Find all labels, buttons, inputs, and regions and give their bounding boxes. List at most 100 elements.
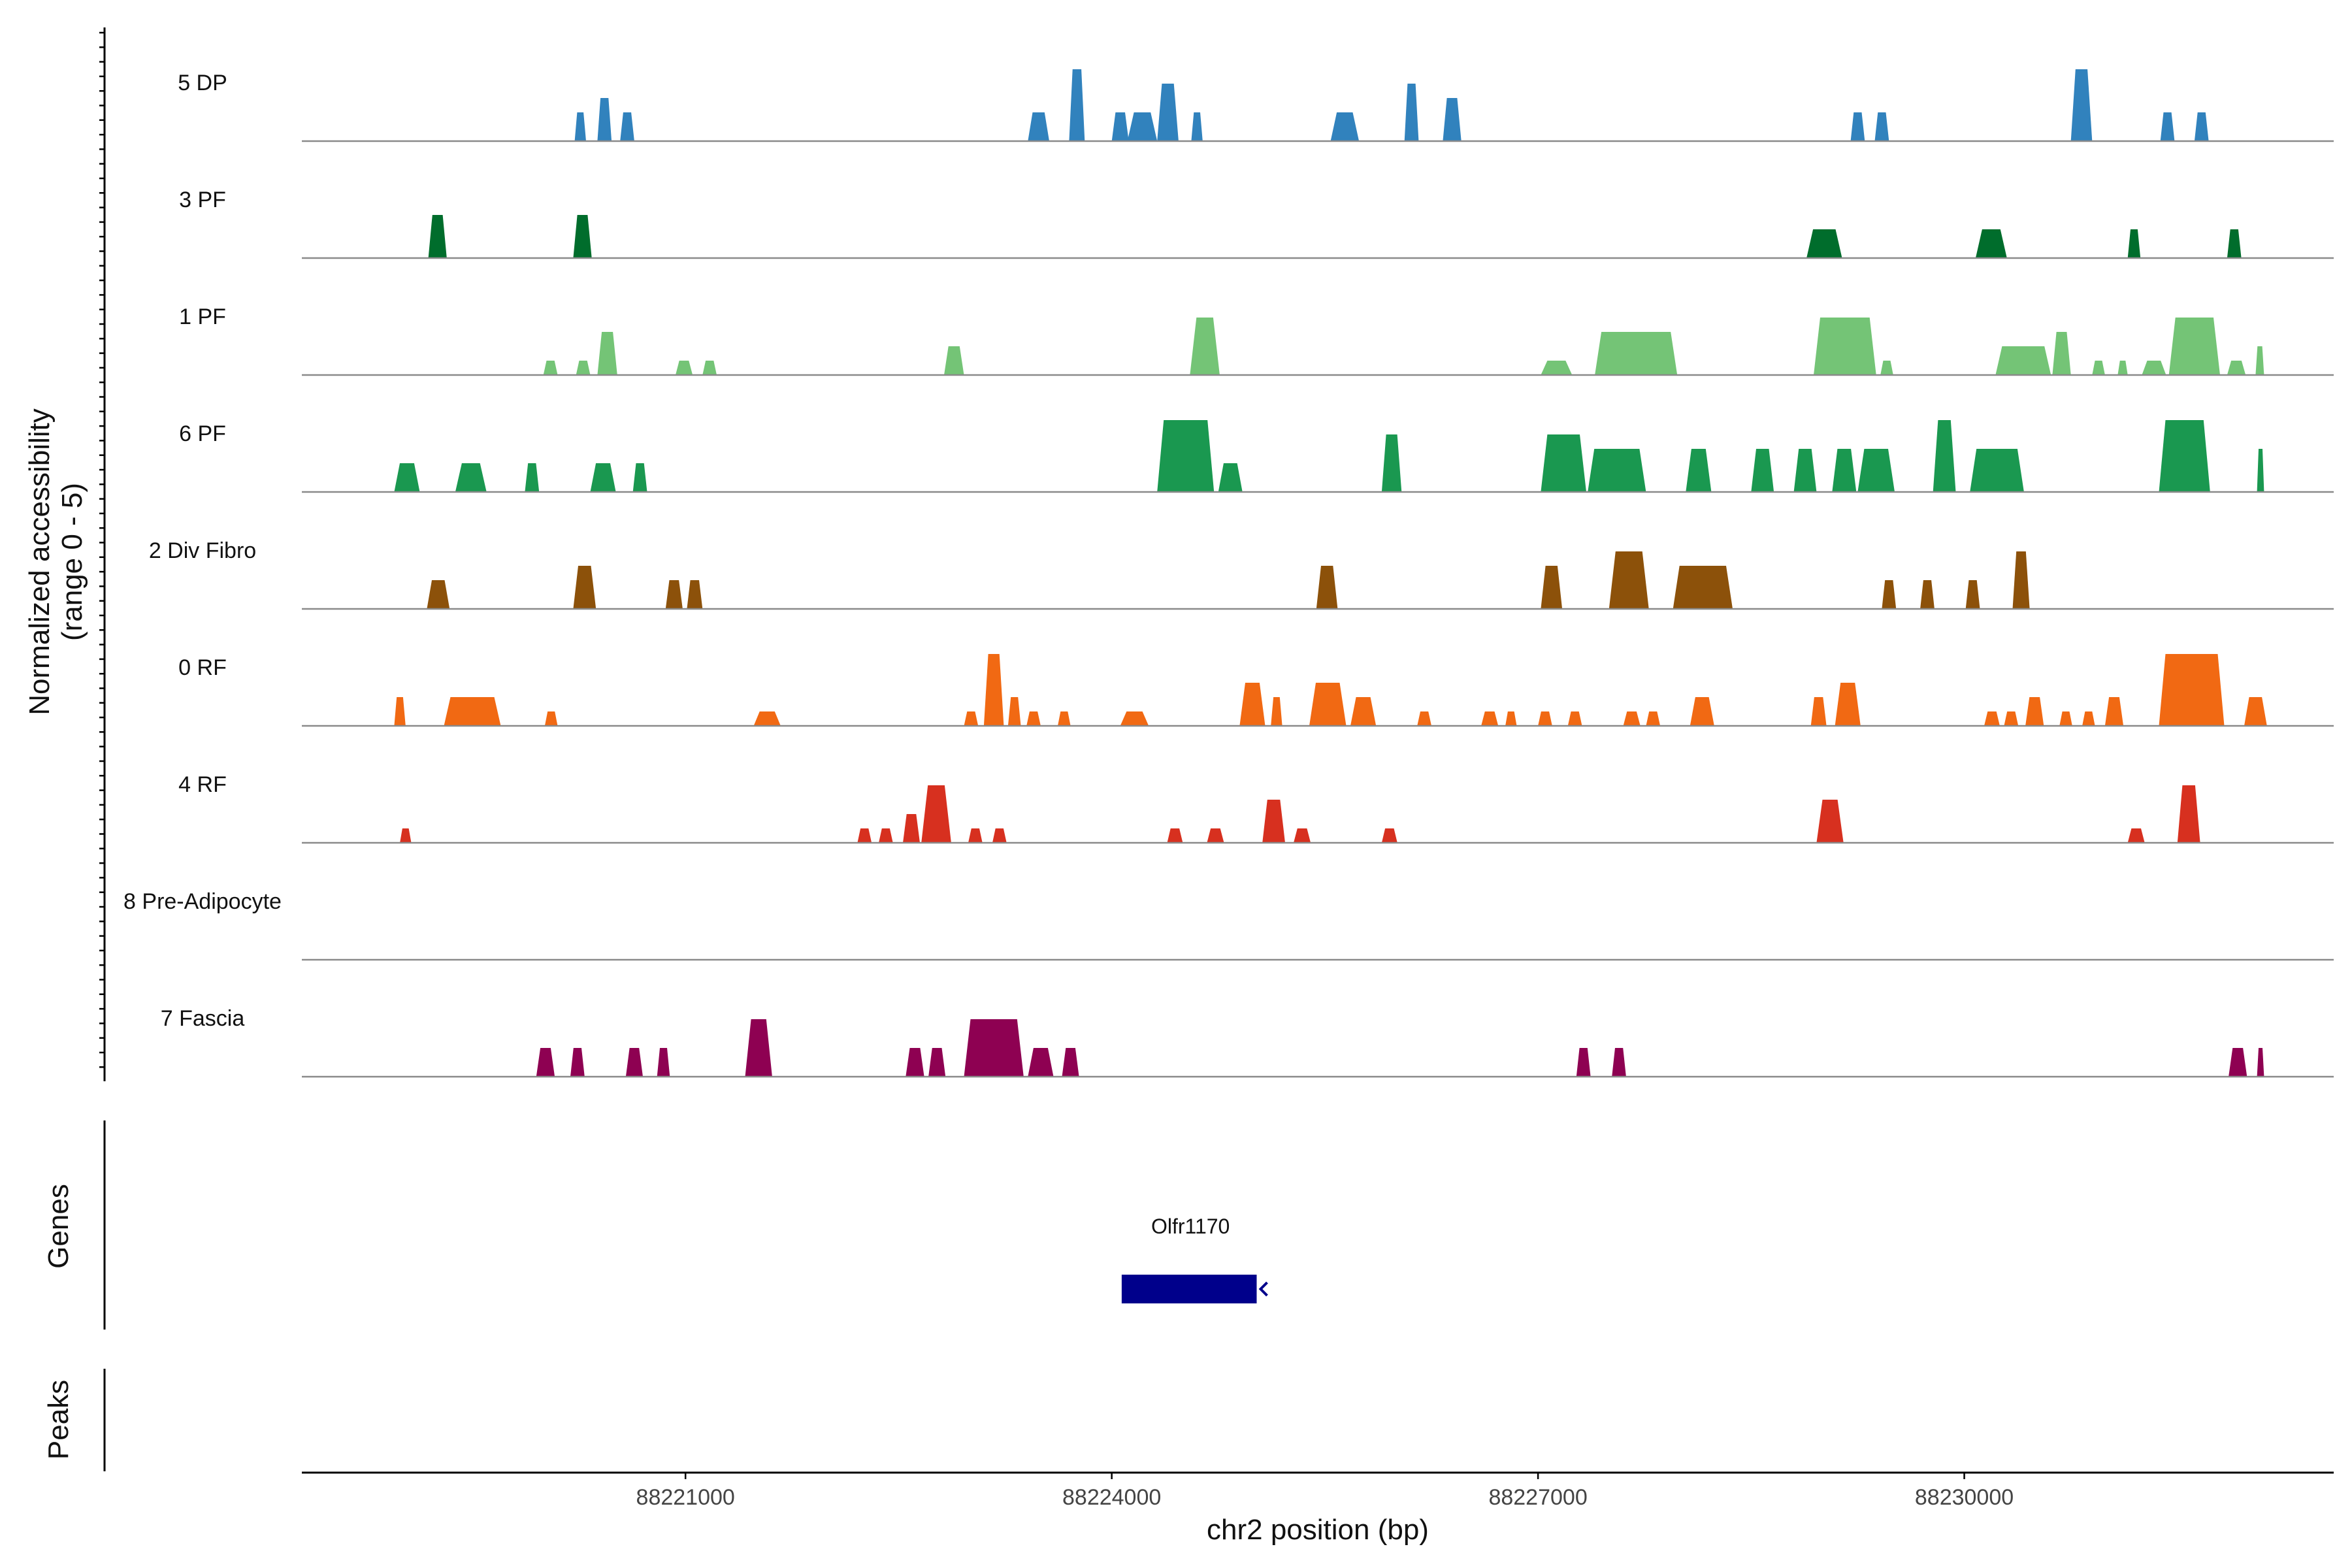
- peaks-panel-title: Peaks: [42, 1380, 74, 1460]
- x-axis-title: chr2 position (bp): [1207, 1514, 1429, 1546]
- accessibility-peak: [2227, 229, 2242, 258]
- accessibility-peak: [544, 711, 558, 726]
- accessibility-peak: [1062, 1048, 1079, 1077]
- accessibility-peak: [1028, 1048, 1054, 1077]
- accessibility-peak: [1920, 580, 1935, 609]
- accessibility-peak: [1541, 434, 1586, 492]
- accessibility-peak: [1567, 711, 1582, 726]
- accessibility-peak: [2059, 711, 2072, 726]
- accessibility-peak: [753, 711, 781, 726]
- accessibility-peak: [1350, 697, 1377, 726]
- track-8-pre-adipocyte: 8 Pre-Adipocyte: [123, 889, 2334, 961]
- accessibility-peak: [1058, 711, 1071, 726]
- accessibility-peak: [2127, 828, 2145, 843]
- accessibility-peak: [1612, 1048, 1626, 1077]
- accessibility-peak: [1157, 84, 1179, 141]
- accessibility-peak: [1835, 683, 1861, 726]
- accessibility-peak: [1576, 1048, 1591, 1077]
- accessibility-peak: [573, 215, 592, 258]
- accessibility-peak: [745, 1019, 772, 1077]
- accessibility-peak: [2159, 654, 2225, 726]
- accessibility-peak: [2092, 361, 2105, 375]
- accessibility-peak: [1751, 449, 1774, 492]
- track-label: 7 Fascia: [161, 1006, 245, 1031]
- gene-label: Olfr1170: [1151, 1215, 1230, 1238]
- accessibility-peak: [1686, 449, 1712, 492]
- accessibility-peak: [574, 112, 586, 141]
- accessibility-peak: [1609, 551, 1649, 609]
- accessibility-peak: [444, 697, 501, 726]
- accessibility-peak: [597, 98, 612, 141]
- accessibility-peak: [525, 463, 540, 492]
- accessibility-peak: [1271, 697, 1282, 726]
- accessibility-peak: [1690, 697, 1714, 726]
- accessibility-peak: [1069, 69, 1085, 141]
- accessibility-peak: [906, 1048, 924, 1077]
- accessibility-peak: [1007, 697, 1021, 726]
- accessibility-peak: [1810, 697, 1827, 726]
- accessibility-peak: [1880, 361, 1893, 375]
- accessibility-peak: [857, 828, 872, 843]
- x-axis-ticks: 88221000 88224000 88227000 88230000: [636, 1473, 2014, 1510]
- accessibility-peak: [1381, 828, 1397, 843]
- accessibility-peak: [1933, 420, 1956, 492]
- accessibility-peak: [428, 215, 447, 258]
- accessibility-peak: [620, 112, 634, 141]
- track-label: 1 PF: [179, 304, 226, 329]
- accessibility-peak: [1814, 318, 1876, 375]
- accessibility-peak: [2177, 785, 2200, 843]
- accessibility-peak: [702, 361, 717, 375]
- accessibility-peak: [597, 332, 617, 375]
- accessibility-peak: [1965, 580, 1980, 609]
- accessibility-peak: [632, 463, 647, 492]
- accessibility-peak: [455, 463, 487, 492]
- accessibility-peak: [1120, 711, 1149, 726]
- accessibility-peak: [1832, 449, 1857, 492]
- accessibility-peak: [1595, 332, 1678, 375]
- accessibility-peak: [1850, 112, 1865, 141]
- accessibility-peak: [1481, 711, 1499, 726]
- track-3-pf: 3 PF: [179, 188, 2334, 259]
- accessibility-peak: [573, 566, 596, 609]
- track-2-div-fibro: 2 Div Fibro: [149, 538, 2334, 610]
- coverage-tracks: 5 DP 3 PF 1 PF 6 PF 2 Div Fibro 0 RF 4 RF 8 Pre…: [123, 69, 2334, 1078]
- track-1-pf: 1 PF: [179, 304, 2334, 376]
- accessibility-peak: [2004, 711, 2019, 726]
- accessibility-peak: [1538, 711, 1552, 726]
- accessibility-peak: [1191, 112, 1203, 141]
- x-tick-label: 88227000: [1488, 1485, 1587, 1510]
- accessibility-peak: [2082, 711, 2095, 726]
- accessibility-peak: [1857, 449, 1895, 492]
- accessibility-peak: [1673, 566, 1733, 609]
- accessibility-peak: [570, 1048, 585, 1077]
- track-label: 0 RF: [178, 655, 227, 680]
- accessibility-peak: [1381, 434, 1402, 492]
- accessibility-peak: [2159, 420, 2210, 492]
- accessibility-peak: [2104, 697, 2124, 726]
- accessibility-peak: [2255, 346, 2264, 375]
- accessibility-peak: [983, 654, 1004, 726]
- accessibility-peak: [625, 1048, 643, 1077]
- accessibility-peak: [2052, 332, 2071, 375]
- coverage-y-axis-ticks: [99, 31, 105, 1068]
- accessibility-peak: [2227, 361, 2246, 375]
- accessibility-peak: [2025, 697, 2044, 726]
- accessibility-peak: [590, 463, 616, 492]
- accessibility-peak: [1970, 449, 2024, 492]
- accessibility-peak: [1239, 683, 1266, 726]
- track-7-fascia: 7 Fascia: [161, 1006, 2334, 1078]
- track-label: 8 Pre-Adipocyte: [123, 889, 282, 914]
- accessibility-peak: [576, 361, 591, 375]
- x-tick-label: 88230000: [1915, 1485, 2014, 1510]
- track-5-dp: 5 DP: [178, 69, 2334, 142]
- accessibility-peak: [1882, 580, 1897, 609]
- accessibility-peak: [657, 1048, 670, 1077]
- accessibility-peak: [2012, 551, 2030, 609]
- accessibility-peak: [1294, 828, 1311, 843]
- gene-annotations: Olfr1170: [1121, 1215, 1268, 1303]
- accessibility-peak: [1026, 711, 1041, 726]
- accessibility-peak: [1309, 683, 1347, 726]
- track-label: 3 PF: [179, 188, 226, 212]
- accessibility-peak: [665, 580, 683, 609]
